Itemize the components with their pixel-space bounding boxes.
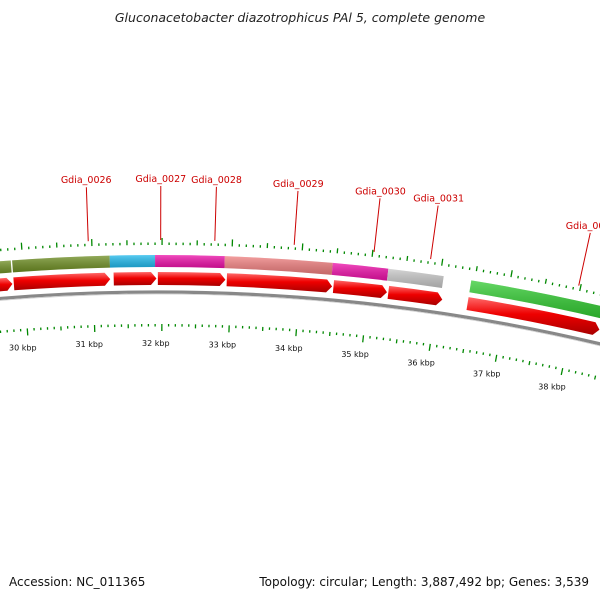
- inner-tick: [395, 339, 398, 344]
- inner-tick: [587, 373, 590, 377]
- gene-label: Gdia_0029: [273, 179, 324, 190]
- gene-label-layer: Gdia_0026 Gdia_0027 Gdia_0028 Gdia_0029 Gdia…: [61, 174, 600, 286]
- ruler-label: 33 kbp: [209, 340, 237, 349]
- gene-leader-line: [430, 205, 439, 260]
- outer-tick: [572, 286, 575, 290]
- backbone-layer: [0, 290, 600, 347]
- outer-tick: [510, 270, 513, 278]
- inner-tick: [362, 335, 365, 343]
- inner-tick: [594, 375, 597, 380]
- accession-text: Accession: NC_011365: [9, 575, 146, 589]
- cog-segment-shade: [109, 255, 156, 268]
- cog-track: [0, 254, 600, 319]
- cog-segment-shade: [469, 280, 600, 319]
- outer-tick: [592, 291, 595, 295]
- cog-segment-shade: [224, 256, 333, 275]
- tick-layer: [0, 238, 600, 380]
- gene-label: Gdia_0031: [413, 194, 464, 205]
- ruler-label: 37 kbp: [473, 369, 501, 378]
- cds-arrow: [0, 277, 13, 292]
- inner-tick: [560, 367, 564, 376]
- ruler-label: 32 kbp: [142, 339, 170, 348]
- outer-tick: [585, 289, 588, 293]
- outer-tick: [544, 278, 548, 284]
- gene-label: Gdia_0028: [191, 175, 242, 186]
- cog-segment-shade: [331, 262, 389, 281]
- cds-track: [0, 272, 600, 335]
- outer-tick: [301, 243, 304, 251]
- cds-arrow: [226, 273, 333, 293]
- inner-tick: [494, 354, 498, 362]
- cds-arrow: [387, 285, 443, 306]
- gene-label: Gdia_0027: [135, 174, 186, 185]
- cog-segment-shade: [155, 254, 225, 269]
- inner-tick: [548, 365, 551, 368]
- gene-leader-line: [578, 232, 591, 286]
- cds-arrow: [113, 272, 157, 286]
- outer-tick: [441, 258, 444, 266]
- inner-tick: [528, 361, 531, 366]
- outer-tick: [371, 249, 374, 257]
- ruler-label: 30 kbp: [9, 343, 37, 352]
- cds-arrow: [466, 297, 600, 335]
- gene-label: Gdia_0030: [355, 186, 406, 197]
- inner-tick: [574, 370, 577, 374]
- backbone-highlight: [0, 293, 600, 347]
- inner-tick: [555, 366, 557, 370]
- backbone-arc: [0, 290, 600, 346]
- inner-tick: [568, 369, 570, 373]
- inner-tick: [462, 348, 465, 354]
- ruler-label: 34 kbp: [275, 344, 303, 353]
- gene-leader-line: [85, 187, 89, 242]
- gene-label: Gdia_0032: [566, 221, 600, 232]
- cds-arrow: [157, 272, 226, 287]
- gene-label: Gdia_0026: [61, 175, 112, 186]
- gene-leader-line: [373, 198, 381, 253]
- outer-tick: [551, 282, 554, 286]
- inner-tick: [541, 363, 544, 367]
- ruler-label: 35 kbp: [341, 350, 369, 359]
- summary-text: Topology: circular; Length: 3,887,492 bp…: [259, 575, 589, 589]
- cog-segment-shade: [386, 268, 444, 288]
- map-title: Gluconacetobacter diazotrophicus PAl 5, …: [114, 10, 486, 25]
- gene-leader-line: [214, 186, 217, 241]
- ruler-label: 36 kbp: [407, 359, 435, 368]
- outer-tick: [565, 285, 568, 289]
- inner-tick: [581, 372, 584, 376]
- inner-tick: [295, 329, 298, 337]
- ruler-label-layer: 30 kbp 31 kbp 32 kbp 33 kbp 34 kbp 35 kbp 36 k…: [9, 339, 566, 392]
- ruler-label: 31 kbp: [76, 340, 104, 349]
- cog-segment-shade: [0, 260, 12, 274]
- outer-tick: [558, 283, 561, 287]
- outer-tick: [579, 283, 582, 292]
- outer-tick: [406, 255, 409, 262]
- cog-segment-shade: [12, 255, 110, 273]
- outer-tick: [475, 266, 478, 272]
- cds-arrow: [332, 280, 387, 299]
- ruler-label: 38 kbp: [538, 383, 566, 392]
- inner-tick: [535, 362, 538, 366]
- gene-leader-line: [293, 190, 299, 245]
- inner-tick: [428, 343, 431, 351]
- cds-arrow: [13, 272, 111, 291]
